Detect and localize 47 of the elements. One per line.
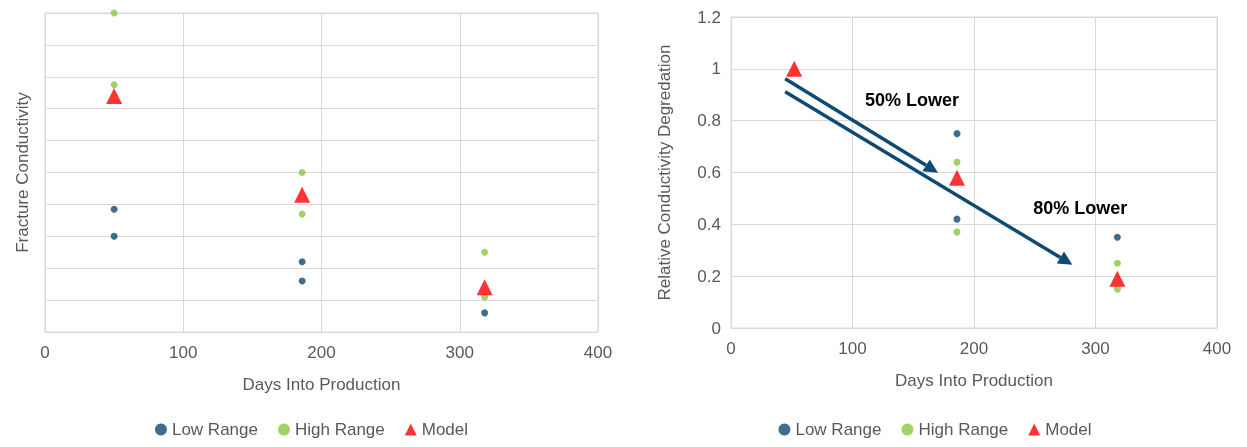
legend-label: Low Range [171, 420, 258, 439]
y-tick-label: 1.2 [697, 7, 721, 27]
x-tick-label: 200 [959, 339, 989, 358]
legend-label: High Range [294, 420, 385, 439]
x-tick-label: 400 [583, 343, 613, 362]
x-tick-label: 100 [169, 343, 198, 362]
x-tick-label: 0 [726, 339, 736, 358]
point [110, 232, 118, 240]
legend-label: Model [1045, 420, 1092, 439]
x-tick-label: 200 [307, 343, 336, 362]
point [298, 169, 306, 176]
x-axis-title: Days Into Production [895, 371, 1053, 390]
point [1113, 259, 1121, 267]
legend-label: High Range [918, 420, 1009, 439]
point [298, 277, 306, 285]
annotation: 50% Lower [864, 90, 960, 111]
legend-label: Low Range [795, 420, 882, 439]
y-tick-label: 0.4 [697, 214, 721, 234]
y-tick-label: 0.2 [697, 266, 721, 286]
y-tick-label: 0 [711, 318, 721, 338]
x-tick-label: 100 [838, 339, 867, 358]
point [110, 205, 118, 213]
x-tick-label: 0 [40, 343, 50, 362]
point [953, 130, 961, 138]
point [1113, 233, 1121, 241]
annotation: 80% Lower [1033, 197, 1128, 218]
x-tick-label: 400 [1202, 339, 1232, 358]
y-axis-title: Fracture Conductivity [13, 91, 32, 253]
y-axis-title: Relative Conductivity Degredation [655, 44, 674, 301]
y-tick-label: 1 [711, 59, 721, 79]
point [476, 279, 493, 296]
y-tick-label: 0.8 [697, 111, 721, 131]
x-tick-label: 300 [1081, 339, 1110, 358]
point [948, 169, 965, 186]
point [786, 60, 803, 77]
x-tick-label: 300 [445, 343, 474, 362]
point [298, 210, 306, 218]
point [298, 258, 306, 266]
point [294, 186, 311, 203]
point [106, 87, 123, 104]
point [1109, 270, 1126, 287]
point [481, 309, 489, 317]
y-tick-label: 0.6 [697, 163, 721, 182]
point [110, 81, 118, 89]
point [481, 248, 489, 256]
x-axis-title: Days Into Production [242, 375, 401, 394]
legend-label: Model [421, 420, 469, 439]
